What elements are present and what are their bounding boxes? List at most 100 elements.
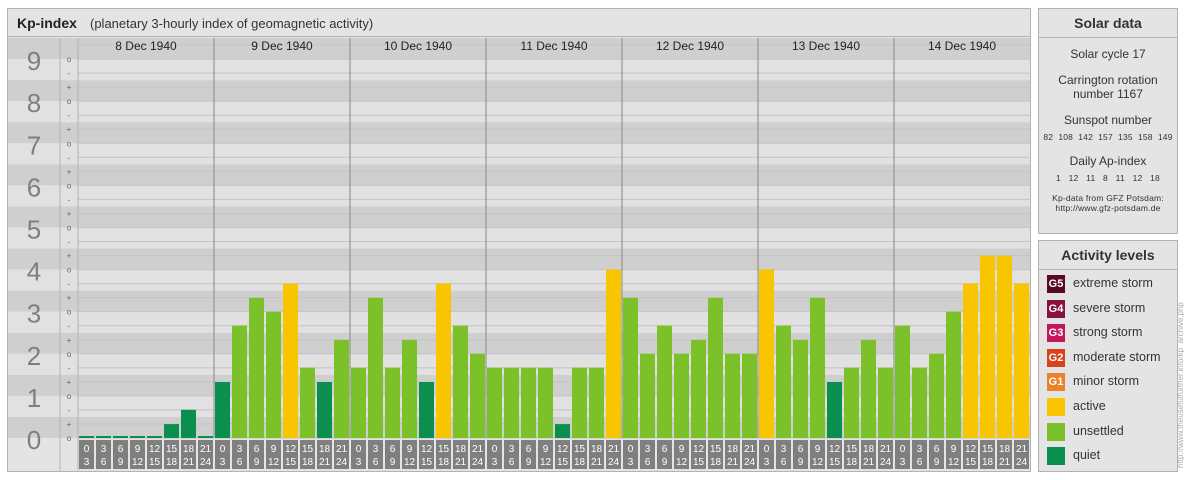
kp-band-upper (8, 206, 1030, 228)
hour-end-label: 6 (917, 457, 923, 468)
kp-band-upper (8, 80, 1030, 102)
chart-title-bar: Kp-index (planetary 3-hourly index of ge… (8, 9, 1030, 37)
hour-start-label: 0 (356, 444, 362, 455)
hour-end-label: 18 (982, 457, 994, 468)
kp-bar (691, 339, 706, 438)
legend-label: unsettled (1073, 423, 1124, 438)
hour-start-label: 12 (693, 444, 705, 455)
day-label: 9 Dec 1940 (251, 39, 313, 53)
hour-end-label: 18 (438, 457, 450, 468)
hour-start-label: 21 (200, 444, 212, 455)
kp-bar (249, 297, 264, 438)
hour-start-label: 15 (846, 444, 858, 455)
hour-box (164, 440, 179, 469)
kp-band-lower (8, 311, 1030, 333)
hour-end-label: 12 (540, 457, 552, 468)
y-tick-label: 0 (27, 425, 41, 455)
data-source-line-1: Kp-data from GFZ Potsdam: (1052, 193, 1164, 203)
kp-bar (453, 325, 468, 438)
kp-band-upper (8, 248, 1030, 270)
hour-start-label: 0 (900, 444, 906, 455)
y-minor-tick-label: + (67, 336, 72, 345)
y-minor-tick-label: - (68, 364, 71, 373)
kp-bar (708, 297, 723, 438)
hour-end-label: 24 (200, 457, 212, 468)
hour-end-label: 18 (574, 457, 586, 468)
hour-box (436, 440, 451, 469)
kp-band-upper (8, 164, 1030, 186)
hour-end-label: 6 (509, 457, 515, 468)
hour-start-label: 9 (135, 444, 141, 455)
hour-start-label: 0 (492, 444, 498, 455)
kp-bar (997, 255, 1012, 438)
hour-box (708, 440, 723, 469)
hour-start-label: 6 (526, 444, 532, 455)
hour-end-label: 21 (455, 457, 467, 468)
kp-bar (895, 325, 910, 438)
kp-band-lower (8, 59, 1030, 81)
hour-end-label: 3 (628, 457, 634, 468)
hour-box (283, 440, 298, 469)
hour-start-label: 6 (390, 444, 396, 455)
hour-end-label: 6 (781, 457, 787, 468)
kp-bar (79, 436, 94, 438)
hour-end-label: 18 (710, 457, 722, 468)
hour-end-label: 21 (591, 457, 603, 468)
y-minor-tick-label: + (67, 252, 72, 261)
kp-bar (1014, 283, 1029, 438)
hour-start-label: 3 (781, 444, 787, 455)
hour-box (640, 440, 655, 469)
hour-start-label: 21 (336, 444, 348, 455)
hour-end-label: 18 (302, 457, 314, 468)
hour-start-label: 0 (84, 444, 90, 455)
hour-start-label: 6 (254, 444, 260, 455)
kp-bar (861, 339, 876, 438)
kp-bar (334, 339, 349, 438)
hour-start-label: 18 (183, 444, 195, 455)
hour-start-label: 0 (220, 444, 226, 455)
hour-end-label: 9 (662, 457, 668, 468)
kp-bar (878, 367, 893, 438)
kp-band-lower (8, 269, 1030, 291)
hour-start-label: 9 (407, 444, 413, 455)
solar-data-heading: Solar data (1039, 9, 1177, 38)
y-minor-tick-label: o (67, 181, 72, 190)
hour-start-label: 21 (472, 444, 484, 455)
hour-box (793, 440, 808, 469)
hour-box (215, 440, 230, 469)
hour-start-label: 21 (608, 444, 620, 455)
legend-label: severe storm (1073, 300, 1146, 315)
y-tick-label: 1 (27, 383, 41, 413)
hour-start-label: 21 (1016, 444, 1028, 455)
hour-start-label: 0 (628, 444, 634, 455)
hour-end-label: 9 (798, 457, 804, 468)
kp-bar (470, 353, 485, 438)
kp-bar (980, 255, 995, 438)
hour-end-label: 9 (390, 457, 396, 468)
legend-label: minor storm (1073, 374, 1139, 389)
hour-box (776, 440, 791, 469)
kp-bar (521, 367, 536, 438)
y-minor-tick-label: o (67, 139, 72, 148)
hour-box (96, 440, 111, 469)
hour-start-label: 15 (710, 444, 722, 455)
hour-end-label: 6 (373, 457, 379, 468)
kp-band-lower (8, 143, 1030, 165)
hour-box (419, 440, 434, 469)
kp-bar (147, 436, 162, 438)
kp-bar (368, 297, 383, 438)
hour-box (249, 440, 264, 469)
kp-band-upper (8, 290, 1030, 312)
hour-start-label: 0 (764, 444, 770, 455)
y-tick-label: 6 (27, 172, 41, 202)
hour-box (861, 440, 876, 469)
hour-start-label: 15 (574, 444, 586, 455)
hour-start-label: 12 (149, 444, 161, 455)
legend-swatch (1047, 398, 1065, 416)
hour-end-label: 21 (183, 457, 195, 468)
hour-start-label: 18 (319, 444, 331, 455)
hour-end-label: 18 (166, 457, 178, 468)
y-minor-tick-label: - (68, 238, 71, 247)
hour-start-label: 9 (271, 444, 277, 455)
kp-bar (572, 367, 587, 438)
